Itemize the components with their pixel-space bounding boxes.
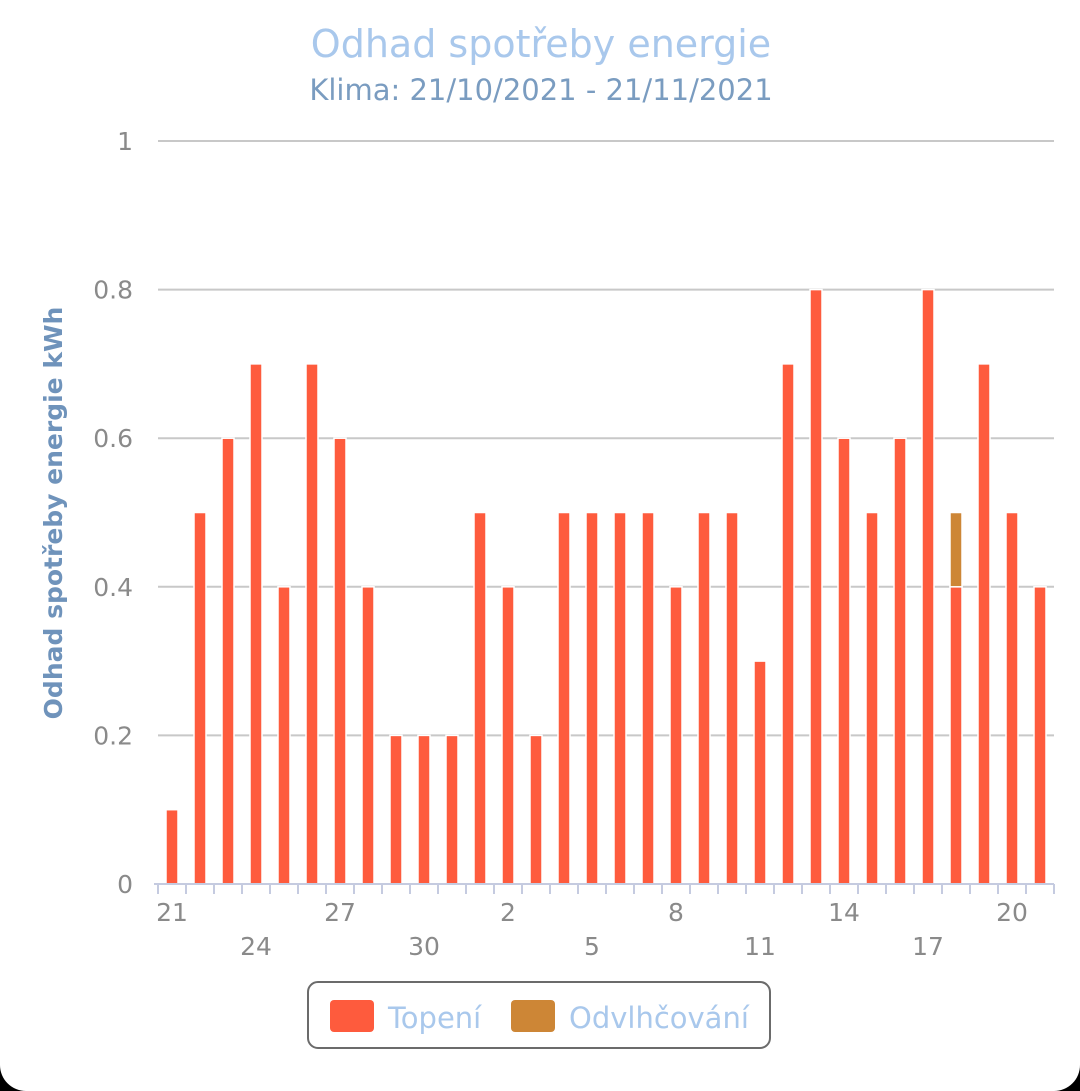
x-tick-label: 20 bbox=[996, 898, 1028, 927]
bar-topeni bbox=[725, 511, 739, 885]
bar-topeni bbox=[501, 586, 515, 885]
x-tick-label: 8 bbox=[668, 898, 684, 927]
bar-topeni bbox=[1033, 586, 1047, 885]
y-axis-ticks: 0 0.2 0.4 0.6 0.8 1 bbox=[93, 127, 133, 899]
bar-topeni bbox=[445, 734, 459, 885]
x-tick-label: 11 bbox=[744, 932, 776, 961]
bar-topeni bbox=[613, 511, 627, 885]
bar-topeni bbox=[837, 437, 851, 885]
bar-topeni bbox=[949, 586, 963, 885]
bar-topeni bbox=[417, 734, 431, 885]
legend-label-odvlhcovani[interactable]: Odvlhčování bbox=[569, 1001, 750, 1035]
bar-topeni bbox=[865, 511, 879, 885]
legend-swatch-odvlhcovani bbox=[511, 1000, 555, 1032]
x-tick-label: 27 bbox=[324, 898, 356, 927]
y-tick-label: 0.6 bbox=[93, 424, 133, 453]
chart-subtitle: Klima: 21/10/2021 - 21/11/2021 bbox=[309, 73, 772, 107]
y-tick-label: 0.4 bbox=[93, 573, 133, 602]
chart-title: Odhad spotřeby energie bbox=[311, 22, 771, 66]
bar-topeni bbox=[305, 363, 319, 885]
bar-topeni bbox=[921, 288, 935, 885]
x-tick-label: 14 bbox=[828, 898, 860, 927]
bar-topeni bbox=[193, 511, 207, 885]
legend[interactable]: Topení Odvlhčování bbox=[307, 981, 771, 1049]
bar-topeni bbox=[277, 586, 291, 885]
bar-topeni bbox=[669, 586, 683, 885]
y-tick-label: 0.2 bbox=[93, 721, 133, 750]
y-axis-title: Odhad spotřeby energie kWh bbox=[39, 307, 68, 720]
bar-topeni bbox=[641, 511, 655, 885]
y-tick-label: 0.8 bbox=[93, 276, 133, 305]
bar-topeni bbox=[529, 734, 543, 885]
legend-label-topeni[interactable]: Topení bbox=[387, 1001, 482, 1035]
bar-topeni bbox=[361, 586, 375, 885]
bar-topeni bbox=[1005, 511, 1019, 885]
bar-topeni bbox=[473, 511, 487, 885]
x-tick-label: 30 bbox=[408, 932, 440, 961]
bar-topeni bbox=[809, 288, 823, 885]
grid-lines bbox=[158, 140, 1054, 737]
bar-topeni bbox=[557, 511, 571, 885]
bar-topeni bbox=[333, 437, 347, 885]
bar-topeni bbox=[389, 734, 403, 885]
y-tick-label: 0 bbox=[117, 870, 133, 899]
y-tick-label: 1 bbox=[117, 127, 133, 156]
bar-topeni bbox=[585, 511, 599, 885]
bar-odvlhcovani bbox=[949, 511, 963, 588]
x-axis: 21 27 2 8 14 20 24 30 5 11 17 bbox=[154, 883, 1055, 961]
bar-topeni bbox=[753, 660, 767, 885]
bar-topeni bbox=[697, 511, 711, 885]
bar-topeni bbox=[249, 363, 263, 885]
x-tick-label: 24 bbox=[240, 932, 272, 961]
x-tick-label: 17 bbox=[912, 932, 944, 961]
x-tick-label: 2 bbox=[500, 898, 516, 927]
bar-topeni bbox=[165, 808, 179, 885]
bar-topeni bbox=[893, 437, 907, 885]
bar-topeni bbox=[781, 363, 795, 885]
x-tick-label: 21 bbox=[156, 898, 188, 927]
legend-swatch-topeni bbox=[330, 1000, 374, 1032]
bar-topeni bbox=[977, 363, 991, 885]
x-tick-label: 5 bbox=[584, 932, 600, 961]
bar-topeni bbox=[221, 437, 235, 885]
